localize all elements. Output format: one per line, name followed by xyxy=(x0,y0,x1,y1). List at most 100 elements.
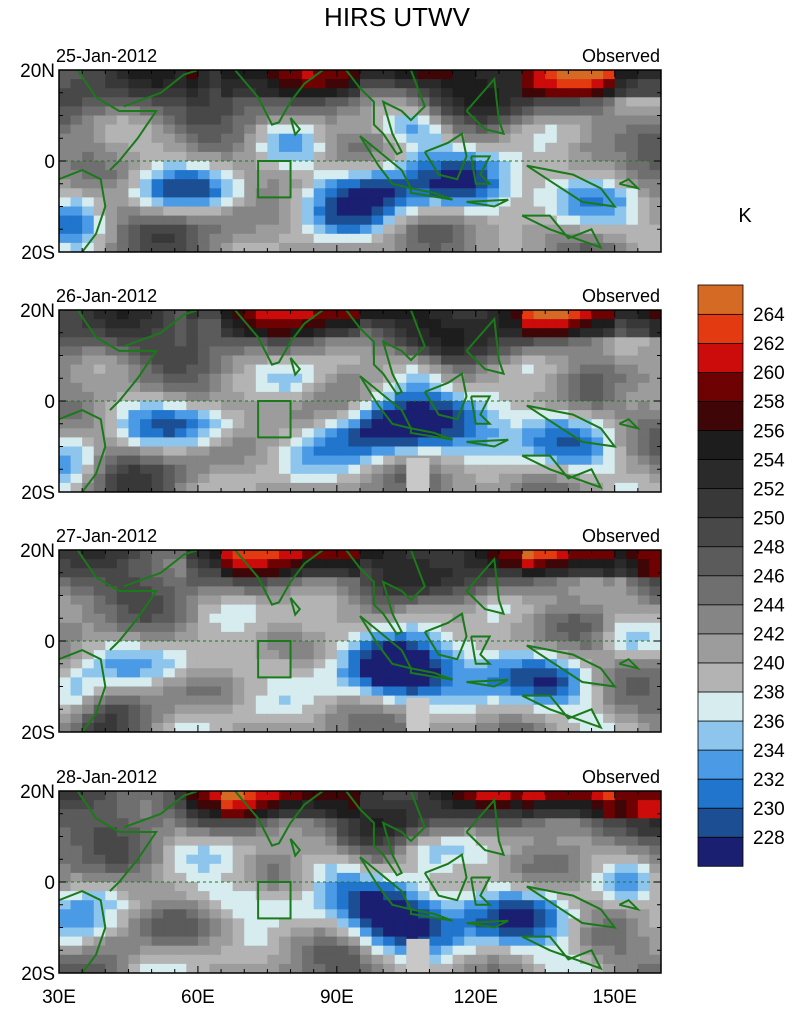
heatmap-cell xyxy=(82,355,95,366)
heatmap-cell xyxy=(302,836,315,847)
heatmap-cell xyxy=(209,373,222,384)
heatmap-cell xyxy=(140,936,153,947)
heatmap-cell xyxy=(441,161,454,171)
heatmap-cell xyxy=(498,722,512,732)
heatmap-cell xyxy=(591,900,604,910)
heatmap-cell xyxy=(163,836,176,847)
heatmap-cell xyxy=(140,79,153,89)
heatmap-cell xyxy=(209,401,222,411)
heatmap-cell xyxy=(579,704,593,715)
heatmap-cell xyxy=(336,133,350,144)
heatmap-cell xyxy=(174,233,187,244)
heatmap-cell xyxy=(267,437,280,448)
heatmap-cell xyxy=(221,151,234,162)
heatmap-cell xyxy=(591,686,604,697)
heatmap-cell xyxy=(348,791,361,801)
heatmap-cell xyxy=(498,124,512,135)
heatmap-cell xyxy=(221,197,234,208)
heatmap-cell xyxy=(140,595,153,606)
heatmap-cell xyxy=(406,373,419,384)
heatmap-cell xyxy=(255,595,268,606)
heatmap-cell xyxy=(475,845,488,856)
heatmap-cell xyxy=(116,224,130,235)
heatmap-cell xyxy=(360,215,373,226)
heatmap-cell xyxy=(591,419,604,429)
heatmap-cell xyxy=(70,800,83,810)
heatmap-cell xyxy=(429,419,442,429)
heatmap-cell xyxy=(487,891,500,901)
heatmap-cell xyxy=(116,206,130,217)
heatmap-cell xyxy=(498,419,512,429)
heatmap-cell xyxy=(348,151,361,162)
heatmap-cell xyxy=(626,206,639,217)
heatmap-cell xyxy=(93,70,106,80)
heatmap-cell xyxy=(197,437,211,448)
heatmap-cell xyxy=(244,863,257,874)
heatmap-cell xyxy=(313,79,326,89)
heatmap-cell xyxy=(151,900,164,910)
heatmap-cell xyxy=(255,800,268,810)
heatmap-cell xyxy=(371,446,384,457)
heatmap-cell xyxy=(93,242,106,252)
heatmap-cell xyxy=(579,464,593,475)
heatmap-cell xyxy=(522,927,535,938)
heatmap-cell xyxy=(140,428,153,438)
heatmap-cell xyxy=(614,401,627,411)
heatmap-cell xyxy=(498,713,512,724)
heatmap-cell xyxy=(545,473,558,484)
heatmap-cell xyxy=(290,836,303,847)
heatmap-cell xyxy=(510,310,523,320)
heatmap-cell xyxy=(82,800,95,810)
heatmap-cell xyxy=(637,88,651,98)
heatmap-cell xyxy=(417,550,431,560)
coastline xyxy=(289,838,302,858)
heatmap-cell xyxy=(498,945,512,956)
heatmap-cell xyxy=(510,142,523,153)
heatmap-cell xyxy=(302,586,315,597)
heatmap-cell xyxy=(522,559,535,569)
heatmap-cell xyxy=(209,124,222,135)
heatmap-cell xyxy=(545,215,558,226)
heatmap-cell xyxy=(186,115,199,126)
heatmap-cell xyxy=(163,586,176,597)
heatmap-cell xyxy=(278,242,292,252)
heatmap-cell xyxy=(59,595,72,606)
heatmap-cell xyxy=(336,845,350,856)
heatmap-cell xyxy=(545,133,558,144)
heatmap-cell xyxy=(313,622,326,633)
heatmap-cell xyxy=(255,188,268,198)
heatmap-cell xyxy=(197,677,211,688)
heatmap-cell xyxy=(522,464,535,475)
heatmap-cell xyxy=(255,677,268,688)
heatmap-cell xyxy=(174,391,187,402)
heatmap-cell xyxy=(128,233,141,244)
heatmap-cell xyxy=(140,668,153,678)
heatmap-cell xyxy=(522,106,535,117)
heatmap-cell xyxy=(70,927,83,938)
heatmap-cell xyxy=(244,161,257,171)
heatmap-cell xyxy=(556,124,569,135)
heatmap-cell xyxy=(510,954,523,965)
heatmap-cell xyxy=(626,818,639,828)
heatmap-cell xyxy=(82,659,95,669)
heatmap-cell xyxy=(591,659,604,669)
heatmap-cell xyxy=(533,586,546,597)
heatmap-cell xyxy=(221,631,234,642)
heatmap-cell xyxy=(383,328,396,338)
heatmap-cell xyxy=(255,936,268,947)
heatmap-cell xyxy=(614,650,627,660)
heatmap-cell xyxy=(82,854,95,865)
heatmap-cell xyxy=(82,791,95,801)
heatmap-cell xyxy=(603,650,616,660)
heatmap-cell xyxy=(290,242,303,252)
heatmap-cell xyxy=(209,364,222,375)
heatmap-cell xyxy=(637,945,651,956)
heatmap-cell xyxy=(498,482,512,492)
heatmap-cell xyxy=(417,188,431,198)
heatmap-cell xyxy=(209,188,222,198)
heatmap-cell xyxy=(637,668,651,678)
heatmap-cell xyxy=(556,88,569,98)
heatmap-cell xyxy=(556,337,569,347)
heatmap-cell xyxy=(313,613,326,624)
heatmap-cell xyxy=(221,927,234,938)
